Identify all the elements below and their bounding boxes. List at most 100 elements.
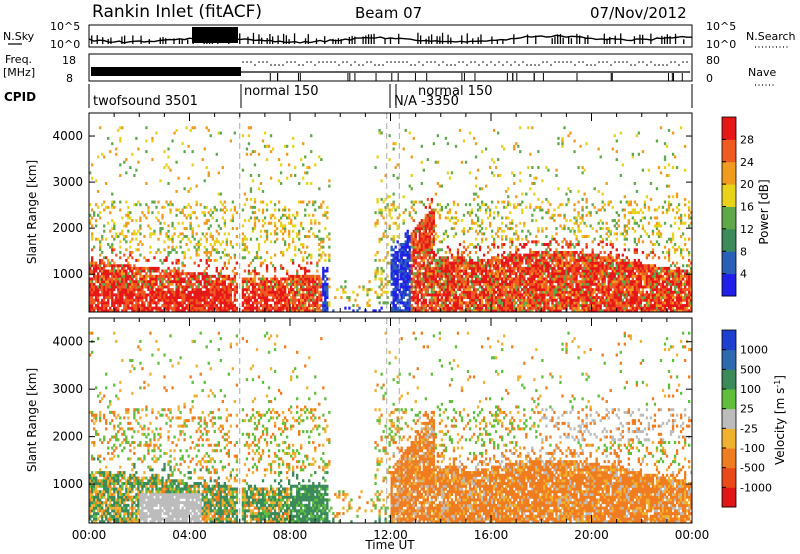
data-cell bbox=[452, 266, 456, 270]
data-cell bbox=[394, 221, 397, 225]
data-cell bbox=[135, 248, 138, 252]
data-cell bbox=[420, 240, 423, 244]
data-cell bbox=[503, 261, 506, 265]
data-cell bbox=[416, 240, 419, 244]
data-cell bbox=[535, 301, 538, 305]
data-cell bbox=[267, 280, 271, 284]
data-cell bbox=[491, 256, 494, 260]
data-cell bbox=[525, 256, 528, 260]
data-cell bbox=[227, 258, 230, 262]
data-cell bbox=[119, 277, 122, 281]
data-cell bbox=[105, 290, 108, 294]
data-cell bbox=[442, 272, 446, 276]
data-cell bbox=[519, 179, 522, 183]
data-cell bbox=[183, 205, 186, 209]
data-cell bbox=[448, 282, 452, 286]
data-cell bbox=[217, 131, 220, 135]
data-cell bbox=[109, 296, 112, 300]
data-cell bbox=[179, 309, 182, 313]
data-cell bbox=[408, 248, 411, 252]
data-cell bbox=[509, 227, 512, 231]
data-cell bbox=[179, 277, 182, 281]
data-cell bbox=[137, 282, 140, 286]
data-cell bbox=[400, 243, 403, 246]
data-cell bbox=[519, 296, 522, 300]
data-cell bbox=[440, 288, 444, 292]
data-cell bbox=[133, 282, 136, 286]
data-cell bbox=[440, 205, 444, 209]
data-cell bbox=[472, 285, 476, 289]
data-cell bbox=[486, 216, 490, 220]
data-cell bbox=[269, 285, 273, 289]
data-cell bbox=[211, 293, 214, 297]
data-cell bbox=[480, 232, 484, 236]
data-cell bbox=[203, 221, 206, 225]
data-cell bbox=[454, 266, 458, 270]
data-cell bbox=[380, 208, 383, 212]
data-cell bbox=[432, 309, 436, 313]
data-cell bbox=[416, 248, 419, 252]
data-cell bbox=[151, 266, 154, 270]
data-cell bbox=[265, 232, 269, 236]
data-cell bbox=[107, 309, 110, 313]
data-cell bbox=[422, 304, 425, 307]
data-cell bbox=[181, 250, 184, 254]
data-cell bbox=[472, 192, 476, 196]
data-cell bbox=[159, 274, 162, 278]
data-cell bbox=[527, 272, 530, 276]
data-cell bbox=[205, 296, 208, 300]
data-cell bbox=[326, 269, 329, 273]
data-cell bbox=[491, 293, 494, 297]
data-cell bbox=[503, 147, 506, 151]
data-cell bbox=[217, 293, 220, 297]
data-cell bbox=[191, 277, 194, 281]
data-cell bbox=[265, 144, 269, 148]
data-cell bbox=[545, 293, 548, 297]
data-cell bbox=[171, 139, 174, 143]
data-cell bbox=[159, 277, 162, 281]
data-cell bbox=[101, 280, 104, 284]
data-cell bbox=[294, 245, 297, 249]
data-cell bbox=[468, 309, 472, 313]
data-cell bbox=[507, 296, 510, 300]
data-cell bbox=[121, 232, 124, 236]
data-cell bbox=[545, 261, 548, 265]
nave-point bbox=[598, 61, 600, 63]
data-cell bbox=[203, 293, 206, 297]
data-cell bbox=[523, 256, 526, 260]
data-cell bbox=[314, 293, 317, 297]
data-cell bbox=[279, 296, 283, 300]
data-cell bbox=[535, 176, 538, 180]
data-cell bbox=[464, 269, 468, 273]
data-cell bbox=[165, 293, 168, 297]
data-cell bbox=[519, 258, 522, 262]
data-cell bbox=[444, 272, 448, 276]
data-cell bbox=[298, 301, 301, 305]
data-cell bbox=[495, 266, 498, 270]
data-cell bbox=[177, 309, 180, 313]
data-cell bbox=[285, 306, 289, 310]
data-cell bbox=[505, 264, 508, 268]
data-cell bbox=[428, 304, 431, 307]
data-cell bbox=[123, 301, 126, 305]
data-cell bbox=[213, 258, 216, 262]
data-cell bbox=[119, 288, 122, 292]
data-cell bbox=[456, 277, 460, 281]
data-cell bbox=[223, 304, 226, 307]
data-cell bbox=[191, 235, 194, 238]
data-cell bbox=[209, 235, 212, 238]
data-cell bbox=[123, 160, 126, 164]
data-cell bbox=[410, 237, 413, 241]
data-cell bbox=[241, 237, 245, 241]
data-cell bbox=[245, 304, 249, 307]
data-cell bbox=[247, 288, 251, 292]
data-cell bbox=[328, 258, 331, 262]
data-cell bbox=[221, 274, 224, 278]
data-cell bbox=[388, 134, 391, 138]
data-cell bbox=[175, 301, 178, 305]
data-cell bbox=[392, 290, 395, 294]
data-cell bbox=[91, 306, 94, 310]
data-cell bbox=[111, 304, 114, 307]
data-cell bbox=[537, 306, 540, 310]
data-cell bbox=[199, 298, 202, 302]
